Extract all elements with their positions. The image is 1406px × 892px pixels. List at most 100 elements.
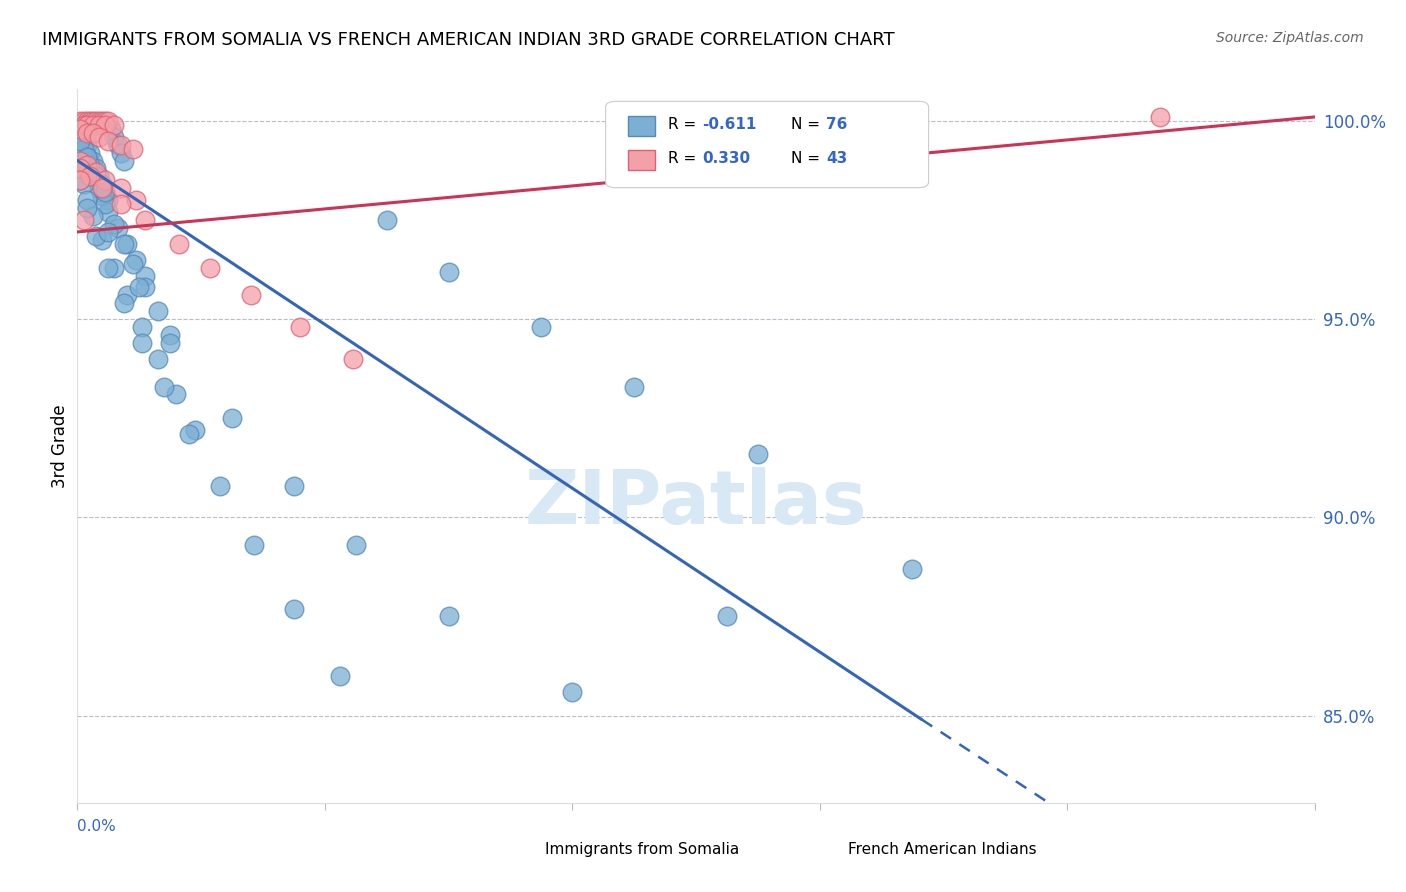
Point bbox=[200, 260, 222, 275]
Point bbox=[76, 201, 98, 215]
Point bbox=[72, 178, 94, 192]
Text: ZIPatlas: ZIPatlas bbox=[524, 467, 868, 540]
Point bbox=[208, 478, 231, 492]
Point bbox=[76, 118, 98, 132]
Point bbox=[153, 379, 176, 393]
Point bbox=[110, 181, 132, 195]
Point bbox=[72, 118, 94, 132]
Y-axis label: 3rd Grade: 3rd Grade bbox=[51, 404, 69, 488]
Text: R =: R = bbox=[668, 151, 700, 166]
Text: 0.330: 0.330 bbox=[702, 151, 751, 166]
Point bbox=[112, 236, 135, 251]
Point bbox=[437, 264, 460, 278]
Point bbox=[79, 114, 101, 128]
Point bbox=[221, 411, 243, 425]
Point bbox=[76, 114, 98, 128]
Point bbox=[97, 205, 120, 219]
Point bbox=[239, 288, 262, 302]
Point bbox=[128, 280, 150, 294]
Point bbox=[72, 213, 94, 227]
Point bbox=[122, 142, 145, 156]
Point bbox=[177, 427, 200, 442]
Point bbox=[69, 161, 91, 176]
Point bbox=[344, 538, 367, 552]
Point bbox=[103, 118, 125, 132]
Text: Source: ZipAtlas.com: Source: ZipAtlas.com bbox=[1216, 31, 1364, 45]
Point bbox=[91, 181, 114, 195]
Point bbox=[94, 118, 117, 132]
Point bbox=[87, 118, 110, 132]
Point bbox=[115, 236, 138, 251]
Point bbox=[94, 186, 117, 200]
Point bbox=[134, 213, 156, 227]
Point bbox=[115, 288, 138, 302]
Text: IMMIGRANTS FROM SOMALIA VS FRENCH AMERICAN INDIAN 3RD GRADE CORRELATION CHART: IMMIGRANTS FROM SOMALIA VS FRENCH AMERIC… bbox=[42, 31, 894, 49]
Point bbox=[184, 423, 207, 437]
Point bbox=[72, 129, 94, 144]
Point bbox=[72, 114, 94, 128]
Text: N =: N = bbox=[792, 151, 825, 166]
Point bbox=[110, 145, 132, 160]
Point bbox=[107, 137, 129, 152]
Point bbox=[82, 118, 104, 132]
Point bbox=[94, 186, 117, 200]
Point bbox=[242, 538, 264, 552]
Point bbox=[146, 304, 169, 318]
Point bbox=[159, 328, 181, 343]
Text: N =: N = bbox=[792, 117, 825, 132]
Point bbox=[342, 351, 364, 366]
Point bbox=[288, 320, 311, 334]
Point bbox=[69, 173, 91, 187]
Point bbox=[122, 257, 145, 271]
Point bbox=[716, 609, 738, 624]
Point bbox=[91, 189, 114, 203]
Point bbox=[131, 335, 153, 350]
Point bbox=[103, 129, 125, 144]
Point bbox=[79, 169, 101, 184]
Point bbox=[79, 145, 101, 160]
Point bbox=[623, 379, 645, 393]
Text: 43: 43 bbox=[825, 151, 848, 166]
Point bbox=[82, 209, 104, 223]
Point bbox=[110, 137, 132, 152]
Point bbox=[87, 181, 110, 195]
Point bbox=[69, 173, 91, 187]
Point bbox=[76, 150, 98, 164]
Point bbox=[84, 114, 107, 128]
Point bbox=[100, 121, 122, 136]
Point bbox=[76, 150, 98, 164]
Point bbox=[84, 165, 107, 179]
Point bbox=[84, 169, 107, 184]
Point bbox=[79, 157, 101, 171]
Point bbox=[82, 153, 104, 168]
FancyBboxPatch shape bbox=[606, 102, 928, 187]
Point bbox=[97, 114, 120, 128]
Bar bbox=[814, 840, 841, 861]
Point bbox=[69, 121, 91, 136]
Point bbox=[125, 252, 148, 267]
Point bbox=[283, 478, 305, 492]
Text: 0.0%: 0.0% bbox=[77, 819, 117, 834]
Point bbox=[107, 221, 129, 235]
Point bbox=[69, 114, 91, 128]
Point bbox=[125, 193, 148, 207]
Point bbox=[159, 335, 181, 350]
Point bbox=[103, 260, 125, 275]
Point bbox=[76, 137, 98, 152]
Point bbox=[76, 193, 98, 207]
Point bbox=[329, 669, 352, 683]
Point bbox=[76, 126, 98, 140]
Text: -0.611: -0.611 bbox=[702, 117, 756, 132]
Point bbox=[1149, 110, 1171, 124]
Point bbox=[110, 197, 132, 211]
Bar bbox=[628, 116, 655, 136]
Point bbox=[901, 562, 924, 576]
Point bbox=[131, 320, 153, 334]
Point bbox=[97, 193, 120, 207]
Point bbox=[87, 114, 110, 128]
Bar bbox=[510, 840, 537, 861]
Point bbox=[76, 157, 98, 171]
Text: French American Indians: French American Indians bbox=[848, 842, 1036, 856]
Point bbox=[747, 447, 769, 461]
Point bbox=[561, 685, 583, 699]
